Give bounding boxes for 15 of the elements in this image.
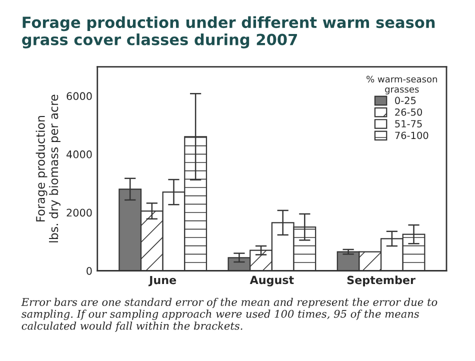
x-tick-label: June [148,276,176,286]
text: Error bars are one standard error of the mean and represent the error due to sampling. If our sampling approach were used 100 times, 95 of the means calculated would fall within the brackets. [21,298,438,332]
legend-label: 51-75 [395,120,422,128]
y-tick-label: 0 [86,266,92,275]
x-tick-label: August [250,276,294,286]
y-axis-title: Forage production lbs. dry biomass per acre [36,94,60,242]
legend-label: 26-50 [395,108,422,116]
y-tick-label: 4000 [66,150,92,158]
legend-label: 76-100 [395,132,428,140]
x-tick-label: September [347,276,416,286]
chart-title: Forage production under different warm season grass cover classes during 2007 [22,16,435,48]
legend-label: 0-25 [395,96,416,104]
legend-title: % warm-season grasses [366,76,437,94]
y-tick-label: 2000 [66,208,92,217]
y-tick-label: 6000 [66,92,92,100]
